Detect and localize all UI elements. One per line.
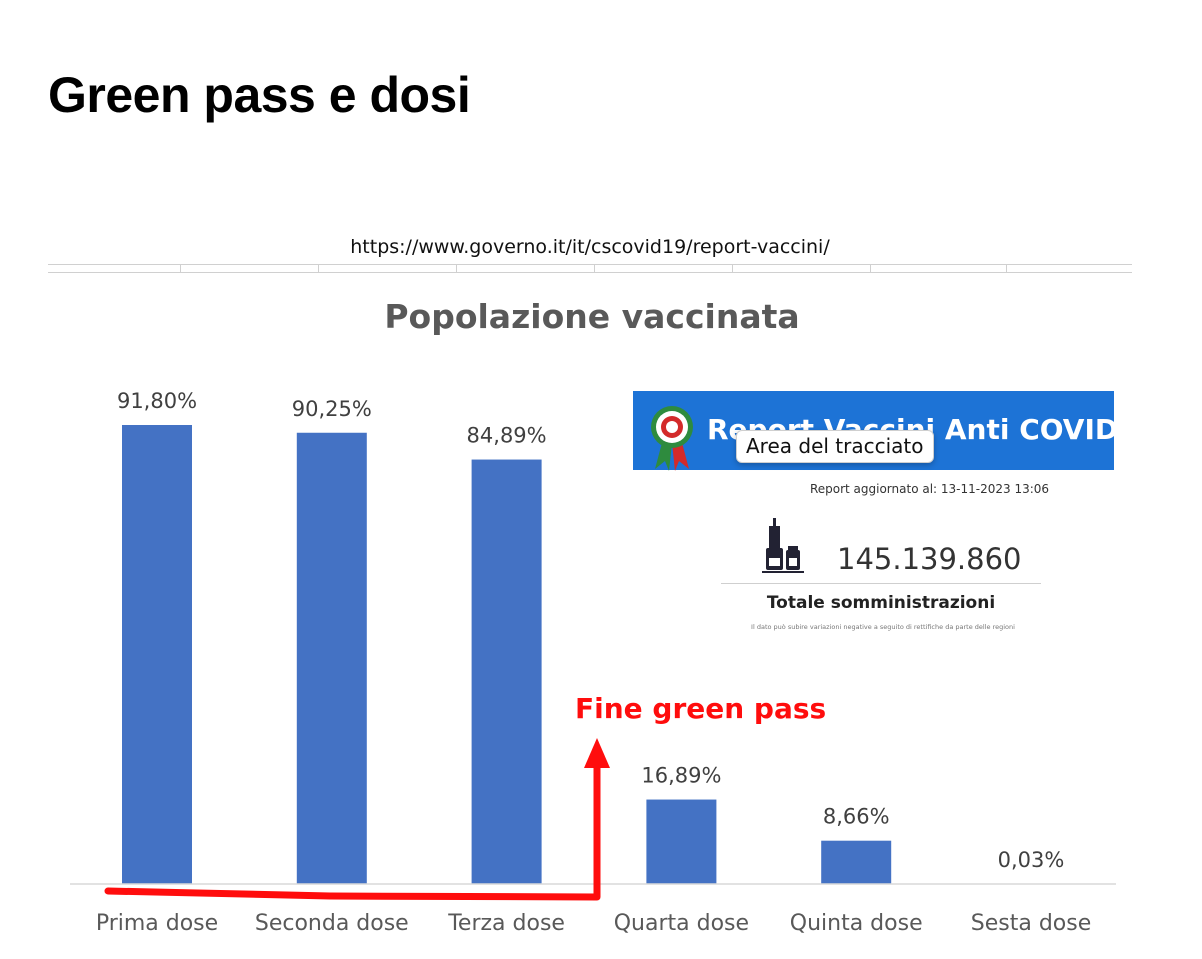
slide-title: Green pass e dosi bbox=[48, 67, 471, 123]
rule-tick bbox=[594, 264, 595, 272]
fine-green-pass-label: Fine green pass bbox=[575, 692, 827, 725]
x-tick-label: Sesta dose bbox=[971, 911, 1091, 936]
data-label: 84,89% bbox=[467, 424, 547, 448]
report-header: Report Vaccini Anti COVID-19 Area del tr… bbox=[633, 391, 1169, 471]
data-footnote: Il dato può subire variazioni negative a… bbox=[751, 623, 1015, 631]
x-tick-label: Seconda dose bbox=[255, 911, 409, 936]
divider bbox=[721, 583, 1041, 584]
plot-area-tooltip: Area del tracciato bbox=[736, 430, 934, 463]
source-url[interactable]: https://www.governo.it/it/cscovid19/repo… bbox=[350, 236, 830, 258]
chart-title: Popolazione vaccinata bbox=[384, 297, 799, 336]
total-administrations-label: Totale somministrazioni bbox=[766, 593, 996, 613]
bar-terza-dose bbox=[471, 459, 542, 884]
top-rule bbox=[48, 264, 1132, 265]
data-label: 90,25% bbox=[292, 397, 372, 421]
rule-tick bbox=[870, 264, 871, 272]
report-updated: Report aggiornato al: 13-11-2023 13:06 bbox=[809, 482, 1050, 496]
rule-tick bbox=[180, 264, 181, 272]
data-label: 16,89% bbox=[641, 764, 721, 788]
report-panel: Report Vaccini Anti COVID-19 Area del tr… bbox=[633, 391, 1169, 641]
data-label: 91,80% bbox=[117, 389, 197, 413]
bar-seconda-dose bbox=[296, 432, 367, 884]
data-label: 8,66% bbox=[823, 805, 890, 829]
rule-tick bbox=[1006, 264, 1007, 272]
bar-quarta-dose bbox=[646, 799, 717, 884]
bar-prima-dose bbox=[122, 425, 192, 884]
rule-tick bbox=[318, 264, 319, 272]
x-tick-label: Quinta dose bbox=[790, 911, 923, 936]
total-administrations-value: 145.139.860 bbox=[837, 542, 1022, 576]
x-tick-label: Prima dose bbox=[96, 911, 218, 936]
data-label: 0,03% bbox=[998, 848, 1065, 872]
italian-seal-icon bbox=[651, 406, 693, 471]
top-rule-2 bbox=[48, 272, 1132, 273]
rule-tick bbox=[456, 264, 457, 272]
rule-tick bbox=[732, 264, 733, 272]
x-tick-label: Terza dose bbox=[447, 911, 565, 936]
x-tick-label: Quarta dose bbox=[614, 911, 749, 936]
bar-quinta-dose bbox=[821, 840, 892, 884]
syringe-vial-icon bbox=[762, 518, 804, 573]
